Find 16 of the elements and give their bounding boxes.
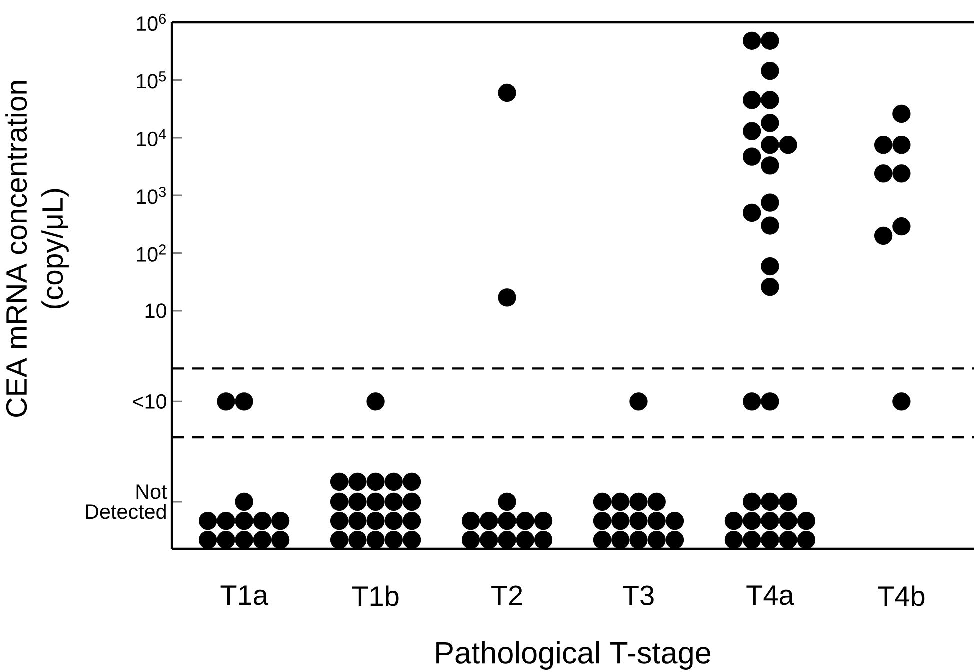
y-tick-label: 10$^{5}$	[137, 72, 166, 89]
x-tick-label: T1a	[220, 586, 268, 606]
x-tick-label: T4b	[878, 586, 925, 606]
y-axis-title: CEA mRNA concentration (copy/μL)	[6, 81, 69, 417]
y-tick-label: <10	[133, 394, 166, 410]
y-tick-label: 10$^{4}$	[137, 129, 166, 146]
y-tick-label: 10	[146, 304, 166, 318]
y-tick-label: 10$^{3}$	[137, 186, 166, 204]
x-tick-label: T1b	[352, 586, 399, 606]
x-axis-title: Pathological T-stage	[436, 641, 711, 670]
y-tick-label: 10$^{6}$	[137, 14, 166, 32]
x-tick-label: T3	[623, 586, 654, 606]
x-tick-label: T4a	[746, 586, 794, 606]
y-tick-label: Not Detected	[86, 484, 168, 520]
x-tick-label: T2	[492, 586, 522, 606]
y-tick-label: 10$^{2}$	[137, 244, 166, 262]
